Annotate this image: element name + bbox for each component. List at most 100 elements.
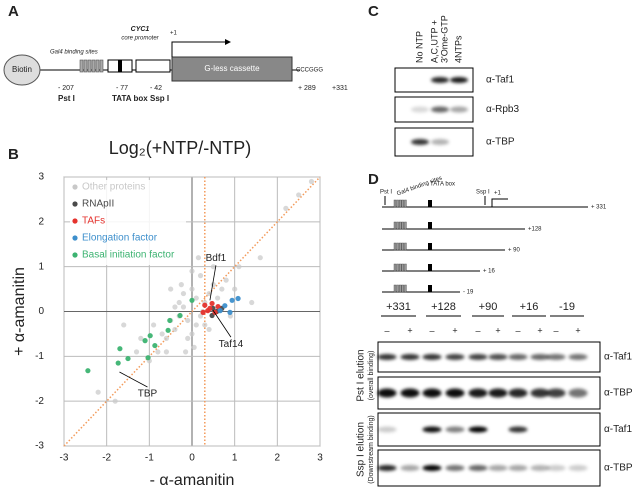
annotation-arrow bbox=[119, 371, 148, 388]
point bbox=[185, 317, 191, 324]
legend-label: Basal initiation factor bbox=[82, 250, 175, 261]
x-tick-label: 2 bbox=[275, 453, 281, 464]
point bbox=[219, 286, 225, 292]
tata-box bbox=[428, 264, 432, 271]
pst-label: Pst I bbox=[380, 190, 392, 196]
gal4-site bbox=[401, 242, 404, 251]
band bbox=[530, 354, 550, 360]
point bbox=[193, 322, 199, 328]
band bbox=[377, 354, 397, 360]
gal4-site bbox=[401, 199, 404, 208]
tata-box bbox=[428, 285, 432, 292]
legend-label: Elongation factor bbox=[82, 233, 158, 244]
point bbox=[189, 297, 195, 303]
y-tick-label: 0 bbox=[38, 306, 44, 317]
treatment-label: + bbox=[452, 325, 457, 335]
gal4-site bbox=[396, 284, 399, 293]
pos-label: - 42 bbox=[150, 85, 162, 92]
blot-label: α-TBP bbox=[604, 463, 633, 474]
legend-label: RNApII bbox=[82, 199, 114, 210]
band bbox=[568, 354, 588, 360]
band bbox=[377, 465, 397, 471]
x-tick-label: -1 bbox=[145, 453, 154, 464]
point bbox=[202, 322, 208, 328]
annotation-arrow bbox=[212, 309, 232, 338]
gal4-site bbox=[399, 284, 402, 293]
band bbox=[530, 465, 550, 471]
band bbox=[546, 388, 566, 398]
point bbox=[209, 300, 215, 307]
template-header: +128 bbox=[431, 301, 456, 313]
y-tick-label: 1 bbox=[38, 261, 44, 272]
point bbox=[142, 338, 148, 344]
lane-label: 4NTPs bbox=[453, 35, 463, 63]
band bbox=[508, 354, 528, 360]
tata-box bbox=[428, 243, 432, 250]
point bbox=[163, 335, 169, 341]
gal4-site bbox=[401, 221, 404, 230]
template-header: +331 bbox=[386, 301, 411, 313]
point bbox=[152, 342, 158, 349]
point bbox=[155, 349, 161, 355]
point bbox=[159, 331, 165, 337]
point bbox=[189, 331, 195, 337]
gal4-site bbox=[404, 242, 407, 251]
band bbox=[445, 354, 465, 360]
band bbox=[431, 139, 449, 145]
band bbox=[422, 354, 442, 360]
point bbox=[197, 273, 204, 279]
band bbox=[488, 354, 508, 360]
point bbox=[183, 349, 189, 355]
gal4-site bbox=[401, 263, 404, 272]
point bbox=[296, 192, 302, 198]
gal4-site bbox=[401, 284, 404, 293]
point bbox=[172, 304, 178, 310]
template-end-label: + 16 bbox=[483, 269, 496, 275]
band bbox=[400, 354, 420, 360]
tss-label: +1 bbox=[494, 191, 502, 197]
y-tick-label: 2 bbox=[38, 216, 44, 227]
gal4-site bbox=[396, 263, 399, 272]
band bbox=[450, 106, 468, 113]
point bbox=[283, 205, 289, 211]
point bbox=[191, 344, 197, 350]
y-tick-label: -2 bbox=[35, 396, 44, 407]
point bbox=[167, 317, 173, 324]
treatment-label: – bbox=[384, 325, 389, 335]
x-axis-label: - α-amanitin bbox=[150, 472, 235, 489]
x-tick-label: 0 bbox=[189, 453, 195, 464]
core-promoter-label: core promoter bbox=[121, 36, 159, 42]
band bbox=[488, 388, 508, 398]
point bbox=[147, 333, 153, 339]
pos-label: - 77 bbox=[116, 85, 128, 92]
tata-label: TATA box bbox=[112, 94, 148, 103]
point bbox=[215, 295, 221, 301]
reference-diagonal bbox=[63, 176, 321, 447]
point bbox=[117, 346, 123, 352]
treatment-label: – bbox=[553, 325, 558, 335]
point bbox=[151, 322, 157, 328]
point bbox=[200, 309, 206, 315]
annotation-label: Bdf1 bbox=[206, 253, 227, 264]
band bbox=[422, 426, 442, 433]
elution-note: (overall binding) bbox=[368, 351, 375, 401]
point bbox=[133, 349, 140, 355]
treatment-label: – bbox=[515, 325, 520, 335]
band bbox=[377, 388, 397, 398]
point bbox=[217, 308, 223, 314]
point bbox=[115, 360, 121, 366]
band bbox=[468, 465, 488, 471]
site-name: Ssp I bbox=[150, 94, 169, 103]
blot-label: α-TBP bbox=[604, 388, 633, 399]
gal4-sites bbox=[79, 59, 104, 73]
treatment-label: – bbox=[475, 325, 480, 335]
gal4-site bbox=[396, 221, 399, 230]
template-header: +16 bbox=[520, 301, 539, 313]
biotin-bead bbox=[3, 54, 41, 86]
band bbox=[450, 77, 468, 83]
cassette-box bbox=[171, 56, 293, 82]
blot-label: α-Taf1 bbox=[604, 352, 632, 363]
elution-note: (Downstream binding) bbox=[368, 415, 375, 483]
point bbox=[177, 312, 183, 319]
template-end-label: +128 bbox=[528, 227, 542, 233]
